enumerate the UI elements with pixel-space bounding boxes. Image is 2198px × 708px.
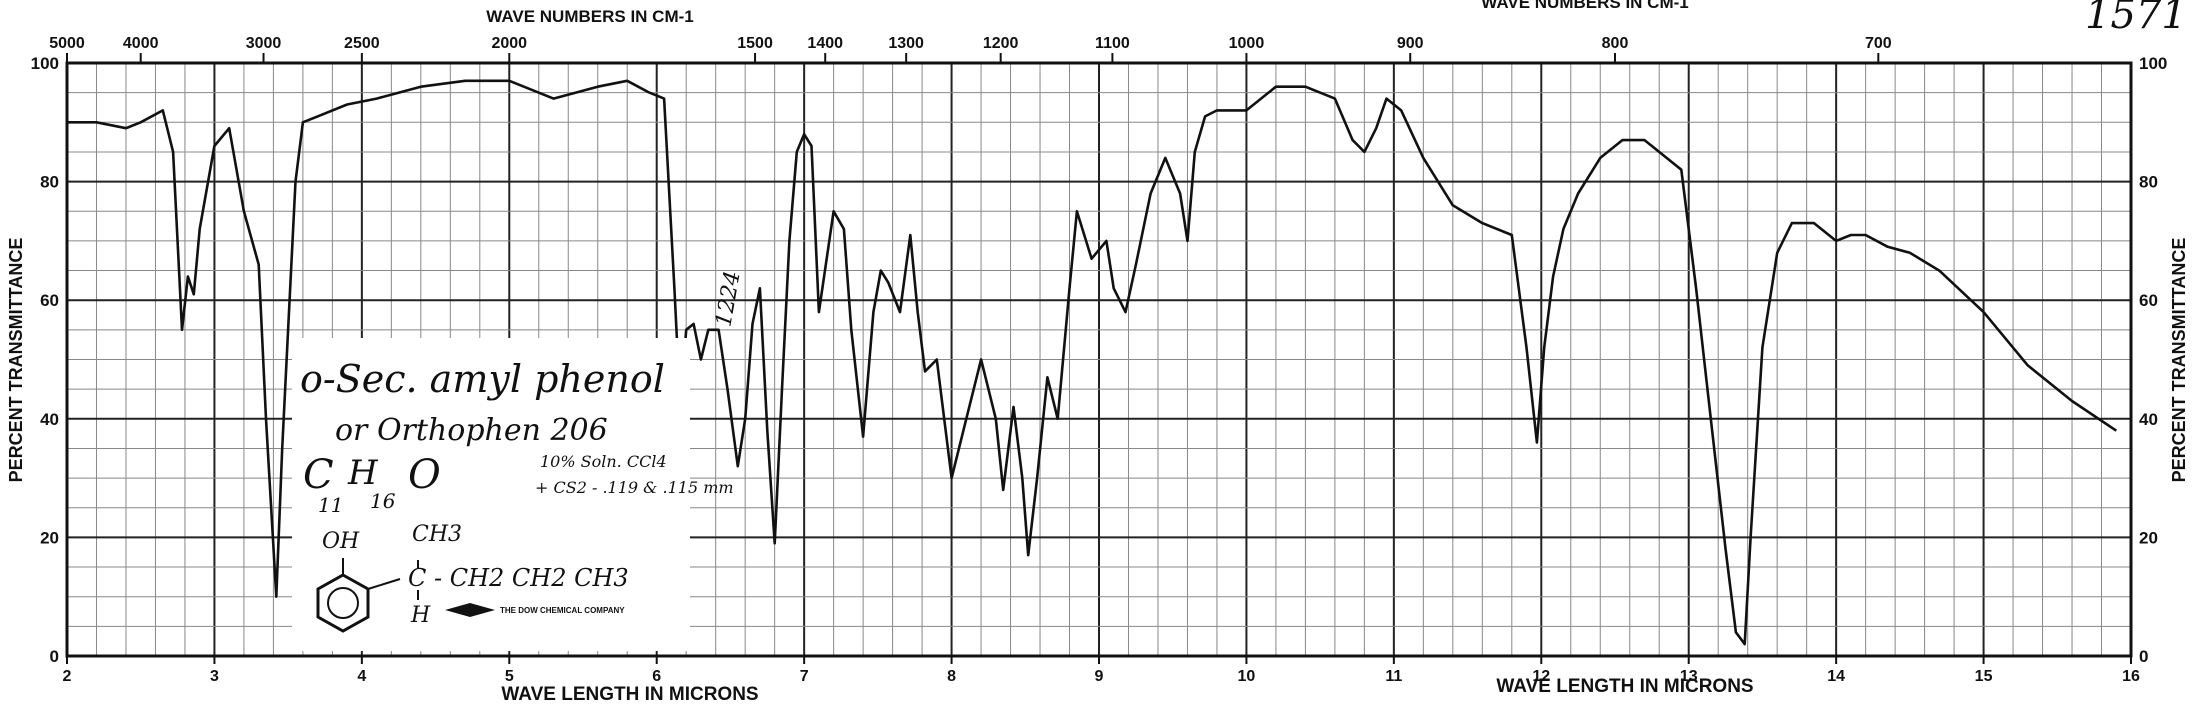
y-tick-label-right: 80: [2139, 173, 2158, 192]
top-tick-label: 4000: [123, 35, 159, 52]
x-tick-label: 12: [1532, 668, 1550, 685]
x-tick-label: 15: [1975, 668, 1993, 685]
top-tick-label: 800: [1602, 35, 1629, 52]
ring-to-carbon-bond: [367, 578, 401, 590]
top-tick-label: 2000: [491, 35, 527, 52]
top-tick-label: 3000: [246, 35, 282, 52]
spectrum-curve: [67, 79, 2118, 646]
top-tick-label: 5000: [49, 35, 85, 52]
y-tick-label-right: 100: [2139, 54, 2167, 73]
struct-ch3: CH3: [412, 522, 462, 547]
top-tick-label: 1100: [1095, 35, 1130, 52]
x-axis-label-left: WAVE LENGTH IN MICRONS: [501, 684, 758, 705]
company-name: THE DOW CHEMICAL COMPANY: [500, 606, 625, 615]
y-tick-label-left: 20: [40, 528, 59, 547]
top-tick-label: 1500: [737, 35, 773, 52]
y-tick-label-right: 0: [2139, 647, 2148, 666]
x-tick-label: 5: [505, 668, 514, 685]
spectrum-number: 1571: [2085, 0, 2187, 38]
struct-oh: OH: [322, 529, 360, 554]
x-tick-label: 4: [357, 668, 366, 685]
y-tick-label-right: 20: [2139, 528, 2158, 547]
x-tick-label: 16: [2122, 668, 2140, 685]
compound-label-box: o-Sec. amyl phenol or Orthophen 206 C 11…: [292, 338, 734, 651]
top-tick-label: 700: [1865, 35, 1892, 52]
y-tick-label-left: 100: [31, 54, 59, 73]
y-tick-label-left: 60: [40, 291, 59, 310]
x-tick-label: 10: [1238, 668, 1256, 685]
y-tick-label-left: 0: [50, 647, 59, 666]
top-tick-label: 1200: [983, 35, 1019, 52]
top-tick-label: 900: [1397, 35, 1424, 52]
benzene-aromatic-circle: [327, 587, 359, 619]
x-tick-label: 11: [1385, 668, 1402, 685]
y-tick-label-left: 40: [40, 410, 59, 429]
conditions-line-2: + CS2 - .119 & .115 mm: [535, 478, 734, 497]
y-axis-label-right: PERCENT TRANSMITTANCE: [2169, 238, 2189, 483]
x-tick-label: 3: [210, 668, 219, 685]
x-tick-label: 13: [1680, 668, 1698, 685]
structure-drawing: OH CH3 C - CH2 CH2 CH3 H: [316, 522, 629, 633]
x-tick-label: 6: [652, 668, 661, 685]
struct-h: H: [410, 603, 431, 628]
top-axis-title-left: WAVE NUMBERS IN CM-1: [486, 7, 693, 26]
top-tick-label: 1000: [1229, 35, 1265, 52]
formula-c: C: [303, 452, 334, 498]
x-axis-label-right: WAVE LENGTH IN MICRONS: [1496, 676, 1753, 697]
x-tick-label: 2: [63, 668, 72, 685]
compound-name: o-Sec. amyl phenol: [300, 357, 665, 401]
dow-diamond-icon: [445, 603, 495, 617]
transmittance-line: [67, 79, 2118, 646]
formula-c-subscript: 11: [318, 493, 343, 517]
top-tick-label: 1300: [888, 35, 924, 52]
margin-note: 1224: [711, 269, 745, 328]
top-tick-label: 1400: [807, 35, 843, 52]
top-tick-label: 2500: [344, 35, 380, 52]
formula-h: H: [347, 453, 379, 493]
x-tick-label: 8: [947, 668, 956, 685]
conditions-line-1: 10% Soln. CCl4: [540, 452, 667, 471]
compound-synonym: or Orthophen 206: [335, 413, 608, 448]
y-tick-label-right: 40: [2139, 410, 2158, 429]
x-tick-label: 14: [1827, 668, 1845, 685]
struct-chain: C - CH2 CH2 CH3: [408, 564, 629, 592]
formula-h-subscript: 16: [370, 489, 396, 513]
top-axis-title-right: WAVE NUMBERS IN CM-1: [1481, 0, 1688, 12]
axis-ticks: 2 3 4 5 6 7 8 9 10 11 12 13 14 15 16020406080100020406…: [31, 35, 2168, 685]
y-axis-label-left: PERCENT TRANSMITTANCE: [6, 238, 26, 483]
x-tick-label: 9: [1095, 668, 1104, 685]
x-tick-label: 7: [800, 668, 809, 685]
y-tick-label-right: 60: [2139, 291, 2158, 310]
y-tick-label-left: 80: [40, 173, 59, 192]
dow-logo: THE DOW CHEMICAL COMPANY: [445, 603, 625, 617]
formula-o: O: [408, 452, 441, 498]
